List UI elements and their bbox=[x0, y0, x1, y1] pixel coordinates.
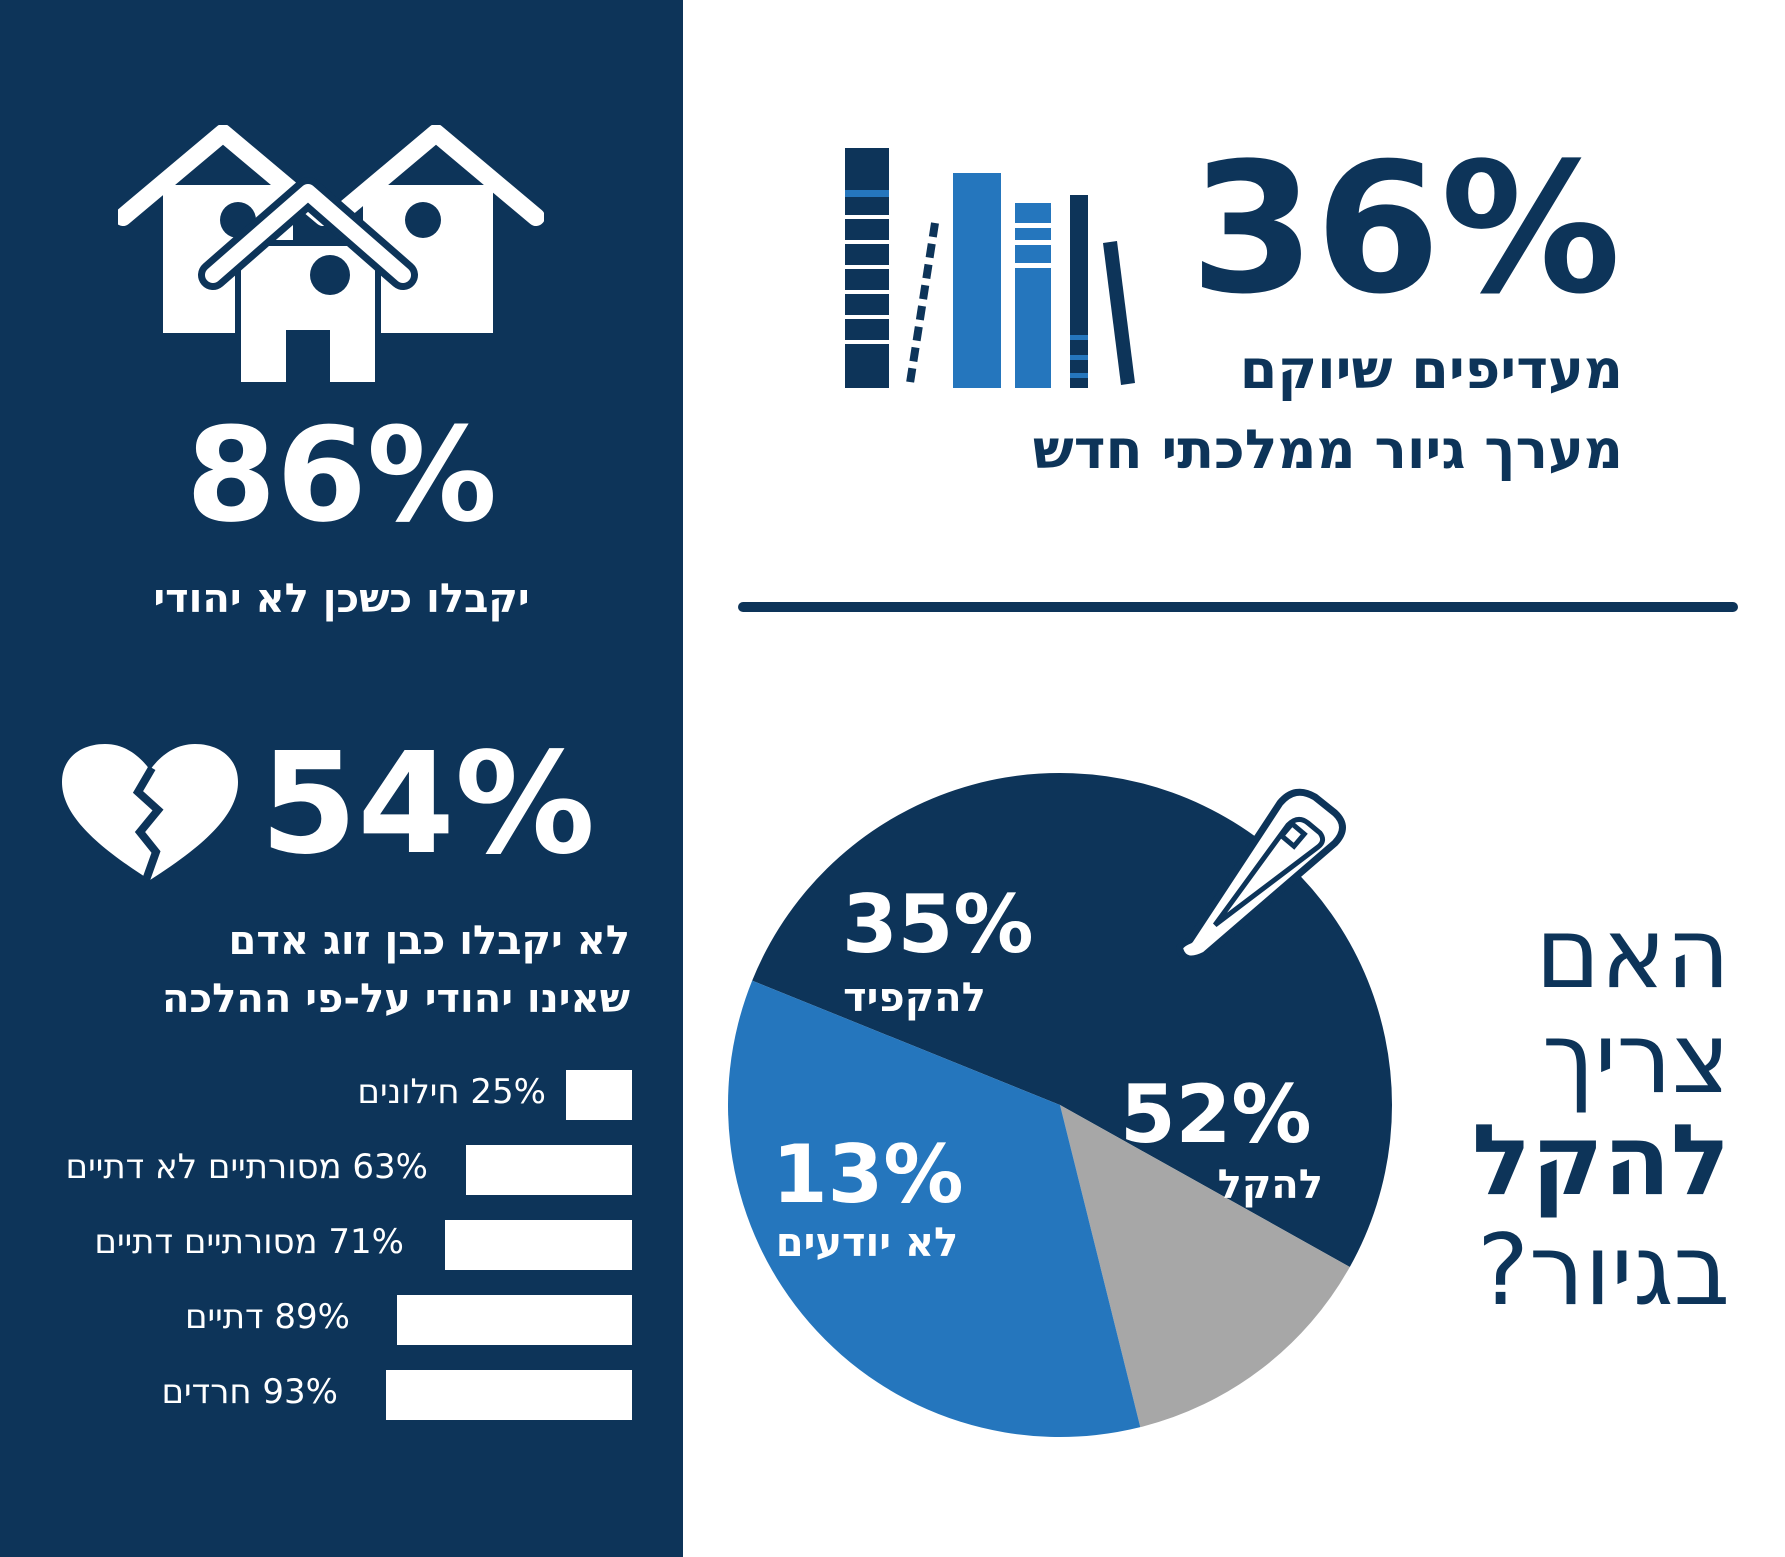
pie-label-strict-percent: 35% bbox=[842, 878, 1034, 971]
bar bbox=[466, 1145, 632, 1195]
pie-slice-2 bbox=[728, 980, 1141, 1437]
reform-caption-line1: מעדיפים שיוקם bbox=[1239, 338, 1623, 401]
spouse-percent: 54% bbox=[260, 723, 596, 886]
question-line1: האם bbox=[1535, 897, 1730, 1011]
bar-label: 25% חילונים bbox=[357, 1072, 546, 1112]
pie-label-unknown: לא יודעים bbox=[775, 1220, 959, 1266]
pie-label-unknown-percent: 13% bbox=[772, 1128, 964, 1221]
pie-label-lenient: להקל bbox=[1217, 1162, 1323, 1208]
bar bbox=[397, 1295, 632, 1345]
spouse-caption-line2: שאינו יהודי על-פי ההלכה bbox=[162, 976, 630, 1022]
bar bbox=[445, 1220, 632, 1270]
bar-label: 63% מסורתיים לא דתיים bbox=[65, 1147, 428, 1187]
reform-percent: 36% bbox=[1190, 125, 1621, 334]
hairclip-icon bbox=[1176, 788, 1346, 963]
houses-icon bbox=[118, 125, 544, 388]
question-line4: בגיור? bbox=[1477, 1214, 1730, 1328]
bar bbox=[566, 1070, 632, 1120]
question-line2: צריך bbox=[1541, 1002, 1730, 1116]
bar-label: 89% דתיים bbox=[184, 1297, 350, 1337]
books-icon bbox=[845, 148, 1135, 388]
pie-slice-1 bbox=[1060, 1105, 1350, 1428]
neighbor-caption: יקבלו כשכן לא יהודי bbox=[153, 576, 530, 622]
reform-caption-line2: מערך גיור ממלכתי חדש bbox=[1032, 418, 1623, 481]
left-panel: 86% יקבלו כשכן לא יהודי 54% לא יקבלו כבן… bbox=[0, 0, 683, 1557]
spouse-caption-line1: לא יקבלו כבן זוג אדם bbox=[228, 918, 630, 964]
broken-heart-icon bbox=[62, 744, 238, 882]
conversion-pie-chart bbox=[728, 772, 1393, 1437]
section-divider bbox=[738, 602, 1738, 612]
bar-label: 71% מסורתיים דתיים bbox=[94, 1222, 404, 1262]
denomination-bar-chart: 25% חילונים 63% מסורתיים לא דתיים 71% מס… bbox=[0, 1070, 632, 1430]
bar bbox=[386, 1370, 632, 1420]
bar-label: 93% חרדים bbox=[161, 1372, 338, 1412]
pie-label-strict: להקפיד bbox=[843, 975, 986, 1021]
pie-label-lenient-percent: 52% bbox=[1120, 1068, 1312, 1161]
neighbor-percent: 86% bbox=[185, 399, 498, 551]
question-line3: להקל bbox=[1471, 1104, 1730, 1218]
